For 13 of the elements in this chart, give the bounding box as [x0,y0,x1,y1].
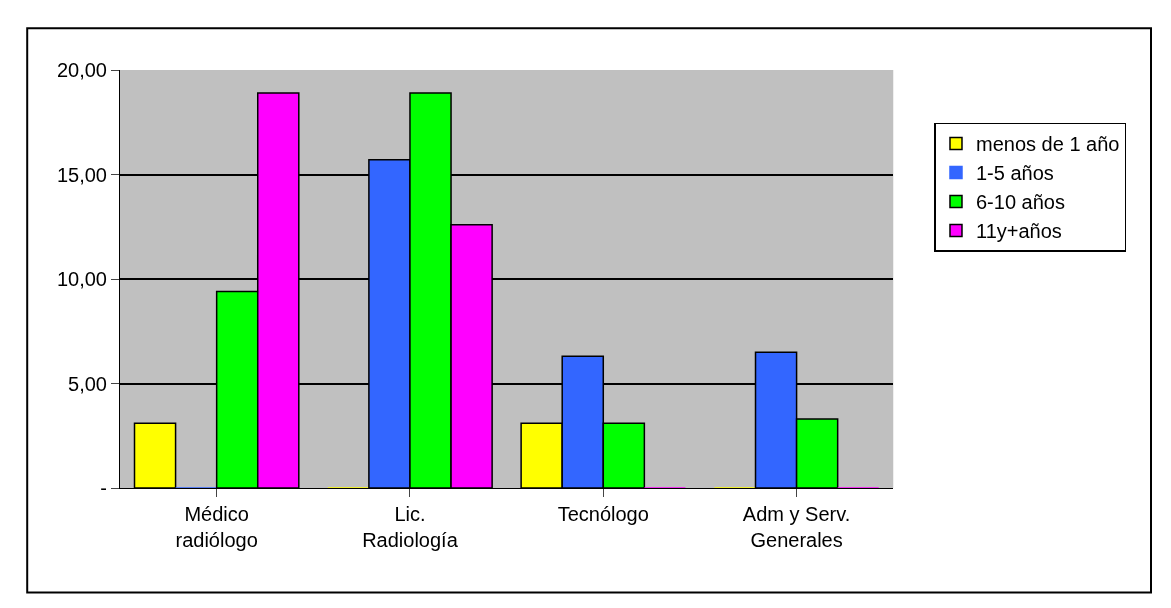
y-tick-label: 5,00 [68,372,107,395]
x-tick-label: Lic. Radiología [362,503,459,551]
x-tick-label: Médico radiólogo [175,503,258,551]
y-tick-label: 15,00 [56,163,107,186]
y-tick-label: 10,00 [56,268,107,290]
legend-label: 6-10 años [975,191,1065,214]
legend-label: 1-5 años [975,162,1054,185]
y-tick-label: - [100,477,107,499]
legend-label: 11y+años [975,220,1062,243]
x-tick-label: Adm y Serv. Generales [742,503,851,551]
y-tick-label: 20,00 [56,59,107,81]
legend-label: menos de 1 año [975,133,1120,156]
x-tick-label: Tecnólogo [557,503,649,525]
